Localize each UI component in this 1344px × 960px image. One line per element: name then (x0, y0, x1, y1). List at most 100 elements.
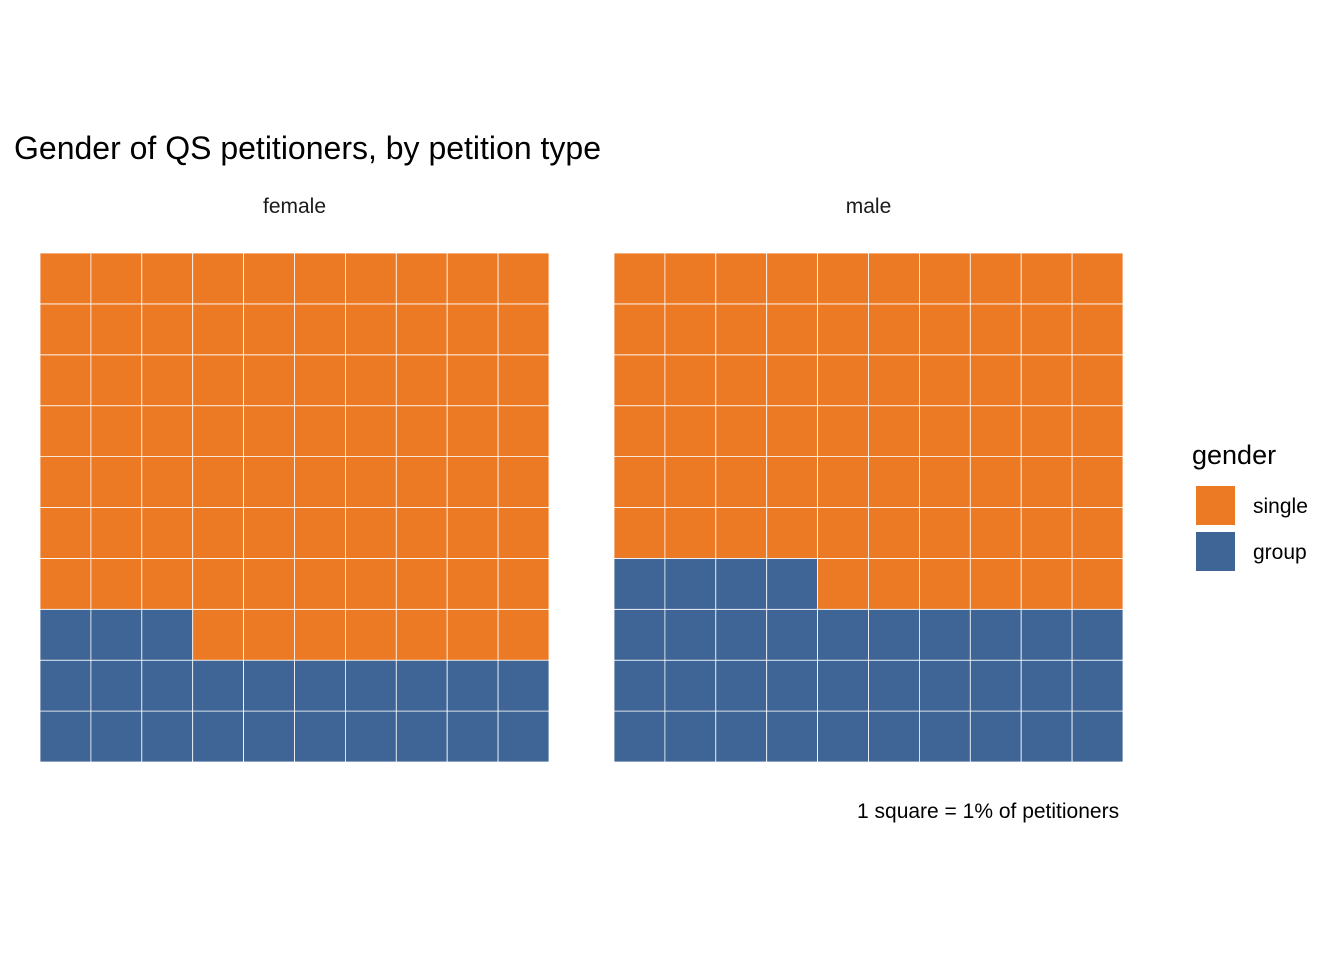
waffle-square-female-group (243, 659, 295, 712)
waffle-square-male-single (919, 558, 971, 610)
waffle-square-male-single (613, 405, 666, 458)
waffle-square-male-single (868, 405, 920, 458)
waffle-square-female-single (90, 303, 143, 356)
waffle-square-female-single (141, 252, 194, 305)
waffle-square-male-single (715, 303, 768, 356)
waffle-square-male-single (1071, 507, 1124, 559)
waffle-square-male-single (1071, 303, 1124, 356)
waffle-square-female-group (90, 608, 143, 661)
waffle-square-female-group (192, 659, 244, 712)
waffle-square-female-single (90, 558, 143, 610)
waffle-square-female-single (446, 252, 499, 305)
waffle-square-male-group (919, 710, 971, 763)
waffle-square-male-group (1071, 608, 1124, 661)
waffle-square-female-single (344, 405, 397, 458)
waffle-square-male-single (613, 354, 666, 407)
waffle-square-male-single (868, 252, 920, 305)
waffle-square-male-single (766, 354, 819, 407)
waffle-square-female-single (243, 507, 295, 559)
waffle-square-male-single (969, 405, 1022, 458)
waffle-square-male-group (868, 710, 920, 763)
waffle-square-female-single (497, 405, 550, 458)
waffle-square-male-single (613, 252, 666, 305)
waffle-square-male-single (868, 507, 920, 559)
waffle-square-female-single (39, 354, 92, 407)
waffle-square-female-single (90, 456, 143, 508)
waffle-square-female-group (344, 659, 397, 712)
waffle-square-female-single (294, 456, 346, 508)
waffle-square-female-group (294, 659, 346, 712)
waffle-square-male-group (1071, 710, 1124, 763)
waffle-square-female-single (192, 405, 244, 458)
waffle-square-female-single (446, 456, 499, 508)
legend-key-group (1196, 532, 1235, 571)
waffle-square-female-group (90, 659, 143, 712)
waffle-square-female-single (243, 608, 295, 661)
waffle-square-male-single (664, 303, 717, 356)
waffle-square-male-single (766, 507, 819, 559)
waffle-square-female-single (39, 252, 92, 305)
waffle-square-female-single (344, 507, 397, 559)
waffle-square-female-single (344, 558, 397, 610)
waffle-square-male-single (919, 405, 971, 458)
waffle-square-female-single (243, 405, 295, 458)
waffle-square-female-single (39, 558, 92, 610)
waffle-square-male-single (1071, 405, 1124, 458)
waffle-square-female-single (395, 507, 448, 559)
waffle-square-female-single (497, 507, 550, 559)
waffle-square-female-single (344, 252, 397, 305)
waffle-square-female-single (141, 507, 194, 559)
waffle-square-male-single (817, 507, 869, 559)
waffle-square-female-group (39, 659, 92, 712)
waffle-square-male-single (1071, 558, 1124, 610)
waffle-square-male-group (1071, 659, 1124, 712)
waffle-square-male-group (613, 558, 666, 610)
waffle-square-female-single (192, 456, 244, 508)
waffle-square-female-single (395, 252, 448, 305)
waffle-square-female-group (39, 710, 92, 763)
waffle-square-female-single (344, 303, 397, 356)
waffle-square-male-group (817, 710, 869, 763)
waffle-square-female-single (294, 405, 346, 458)
waffle-square-male-single (766, 303, 819, 356)
waffle-square-male-group (969, 659, 1022, 712)
waffle-square-male-single (868, 456, 920, 508)
waffle-square-female-single (192, 608, 244, 661)
waffle-square-male-single (969, 252, 1022, 305)
waffle-square-female-single (141, 456, 194, 508)
waffle-square-male-group (1020, 710, 1073, 763)
waffle-square-female-group (39, 608, 92, 661)
waffle-square-male-group (969, 608, 1022, 661)
waffle-square-female-single (344, 608, 397, 661)
waffle-square-male-group (766, 710, 819, 763)
waffle-square-female-single (294, 354, 346, 407)
waffle-square-female-single (39, 405, 92, 458)
waffle-square-female-single (497, 456, 550, 508)
waffle-square-female-single (141, 303, 194, 356)
waffle-square-male-group (613, 710, 666, 763)
waffle-square-female-single (192, 303, 244, 356)
waffle-square-female-single (192, 558, 244, 610)
waffle-square-female-single (192, 252, 244, 305)
waffle-square-female-group (141, 608, 194, 661)
waffle-square-female-single (39, 507, 92, 559)
waffle-square-male-single (919, 456, 971, 508)
waffle-square-female-single (90, 507, 143, 559)
waffle-square-male-single (817, 456, 869, 508)
waffle-square-male-single (817, 405, 869, 458)
waffle-square-female-single (39, 303, 92, 356)
waffle-square-female-group (446, 710, 499, 763)
waffle-square-male-group (715, 558, 768, 610)
waffle-square-female-single (446, 558, 499, 610)
waffle-square-male-group (1020, 608, 1073, 661)
waffle-square-male-single (919, 303, 971, 356)
waffle-square-male-group (868, 608, 920, 661)
waffle-square-male-single (1071, 354, 1124, 407)
waffle-square-female-single (395, 354, 448, 407)
waffle-square-female-single (497, 303, 550, 356)
waffle-square-female-single (497, 252, 550, 305)
waffle-square-male-single (868, 558, 920, 610)
legend-title: gender (1192, 440, 1277, 470)
waffle-square-male-single (817, 303, 869, 356)
waffle-square-female-single (243, 558, 295, 610)
